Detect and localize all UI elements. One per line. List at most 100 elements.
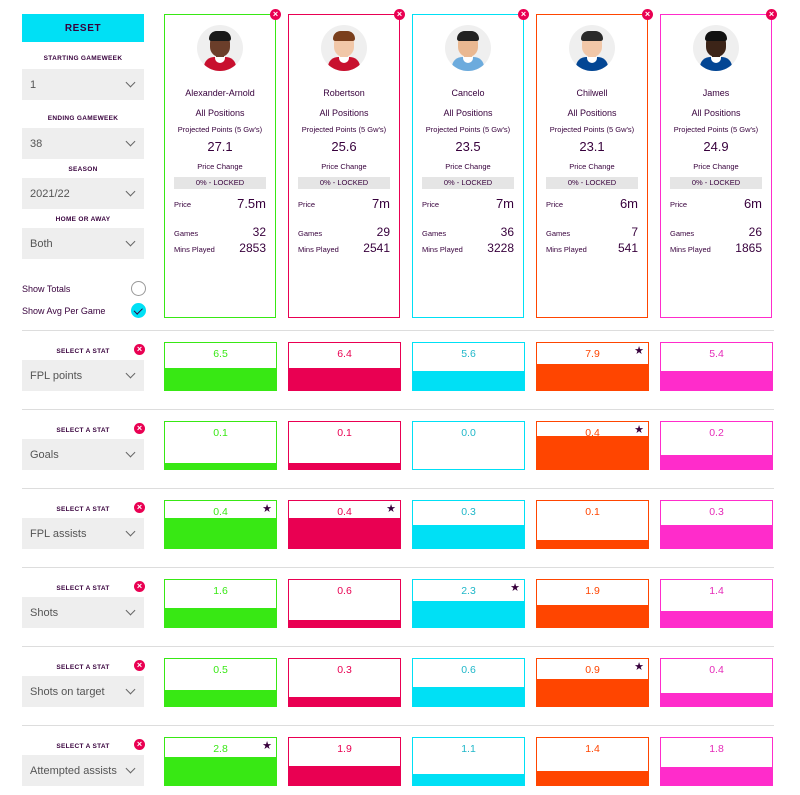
shirt-shape	[700, 57, 732, 71]
stat-value: 5.4	[709, 348, 724, 360]
ending-gameweek-select[interactable]: 38	[22, 128, 144, 159]
stat-value: 0.6	[461, 664, 476, 676]
stat-bar-fill	[537, 604, 648, 627]
remove-stat-icon[interactable]: ×	[134, 581, 145, 592]
price-change-status: 0% - LOCKED	[174, 177, 266, 189]
row-divider	[22, 330, 774, 331]
games-value: 26	[748, 225, 762, 239]
stat-select[interactable]: FPL assists	[22, 518, 144, 549]
stat-value-box: 6.5	[164, 342, 277, 391]
stat-value-box: 2.3 ★	[412, 579, 525, 628]
projected-points-label: Projected Points (5 Gw's)	[301, 125, 387, 134]
stat-value-box: 0.3	[660, 500, 773, 549]
player-card: × Chilwell All Positions Projected Point…	[536, 9, 653, 318]
price-change-label: Price Change	[321, 162, 367, 171]
games-value: 29	[376, 225, 390, 239]
starting-gameweek-select[interactable]: 1	[22, 69, 144, 100]
player-positions: All Positions	[691, 108, 741, 118]
stat-select[interactable]: Shots on target	[22, 676, 144, 707]
season-label: SEASON	[68, 166, 98, 173]
stat-select[interactable]: Goals	[22, 439, 144, 470]
stat-value: 0.0	[461, 427, 476, 439]
reset-button[interactable]: RESET	[22, 14, 144, 42]
stat-value: 6.4	[337, 348, 352, 360]
starting-gameweek-label: STARTING GAMEWEEK	[43, 55, 123, 62]
player-name: Alexander-Arnold	[185, 88, 255, 98]
stat-value-box: 0.3	[288, 658, 401, 707]
stat-value: 0.4	[709, 664, 724, 676]
shirt-shape	[328, 57, 360, 71]
remove-stat-icon[interactable]: ×	[134, 739, 145, 750]
stat-value-box: 0.1	[164, 421, 277, 470]
stat-bar-fill	[537, 436, 648, 469]
mins-value: 3228	[487, 241, 514, 255]
stat-select[interactable]: Shots	[22, 597, 144, 628]
player-avatar	[321, 25, 367, 71]
stat-select[interactable]: FPL points	[22, 360, 144, 391]
stat-value: 0.5	[213, 664, 228, 676]
stat-value-box: 0.3	[412, 500, 525, 549]
mins-label: Mins Played	[298, 245, 339, 254]
remove-player-icon[interactable]: ×	[270, 9, 281, 20]
price-change-status: 0% - LOCKED	[546, 177, 638, 189]
hair-shape	[209, 31, 231, 41]
remove-stat-icon[interactable]: ×	[134, 344, 145, 355]
collar-shape	[711, 57, 721, 63]
select-stat-label: SELECT A STAT	[56, 743, 110, 750]
best-star-icon: ★	[262, 503, 272, 515]
remove-player-icon[interactable]: ×	[518, 9, 529, 20]
starting-gameweek-value: 1	[30, 78, 37, 91]
projected-points-label: Projected Points (5 Gw's)	[425, 125, 511, 134]
ending-gameweek-value: 38	[30, 137, 43, 150]
games-label: Games	[298, 229, 323, 238]
player-card: × James All Positions Projected Points (…	[660, 9, 777, 318]
price-value: 6m	[619, 196, 638, 211]
stat-bar-fill	[661, 611, 772, 627]
stat-select-value: Attempted assists	[30, 764, 117, 777]
show-avg-toggle[interactable]: Show Avg Per Game	[22, 303, 146, 319]
stat-bar-fill	[661, 454, 772, 469]
stat-value-box: 0.4 ★	[288, 500, 401, 549]
projected-points-value: 24.9	[703, 139, 729, 154]
stat-bar-fill	[289, 517, 400, 548]
stat-bar-fill	[165, 690, 276, 706]
remove-stat-icon[interactable]: ×	[134, 502, 145, 513]
remove-stat-icon[interactable]: ×	[134, 660, 145, 671]
show-totals-radio[interactable]	[131, 281, 146, 296]
collar-shape	[587, 57, 597, 63]
stat-value-box: 5.4	[660, 342, 773, 391]
stat-bar-fill	[661, 525, 772, 548]
select-stat-label: SELECT A STAT	[56, 427, 110, 434]
projected-points-value: 27.1	[207, 139, 233, 154]
remove-player-icon[interactable]: ×	[642, 9, 653, 20]
remove-player-icon[interactable]: ×	[394, 9, 405, 20]
season-select[interactable]: 2021/22	[22, 178, 144, 209]
stat-select-value: Goals	[30, 448, 59, 461]
stat-value: 0.3	[461, 506, 476, 518]
hair-shape	[457, 31, 479, 41]
price-change-label: Price Change	[197, 162, 243, 171]
show-totals-toggle[interactable]: Show Totals	[22, 281, 146, 297]
mins-label: Mins Played	[546, 245, 587, 254]
chevron-down-icon	[125, 136, 136, 147]
select-stat-label: SELECT A STAT	[56, 348, 110, 355]
player-positions: All Positions	[195, 108, 245, 118]
stat-select[interactable]: Attempted assists	[22, 755, 144, 786]
collar-shape	[339, 57, 349, 63]
stat-value: 0.9	[585, 664, 600, 676]
hair-shape	[705, 31, 727, 41]
stat-value-box: 0.2	[660, 421, 773, 470]
best-star-icon: ★	[634, 345, 644, 357]
price-label: Price	[546, 200, 564, 209]
games-label: Games	[174, 229, 199, 238]
show-avg-radio[interactable]	[131, 303, 146, 318]
remove-player-icon[interactable]: ×	[766, 9, 777, 20]
stat-value-box: 1.4	[660, 579, 773, 628]
home-away-select[interactable]: Both	[22, 228, 144, 259]
stat-value: 0.2	[709, 427, 724, 439]
select-stat-label: SELECT A STAT	[56, 506, 110, 513]
select-stat-label: SELECT A STAT	[56, 585, 110, 592]
remove-stat-icon[interactable]: ×	[134, 423, 145, 434]
stat-bar-fill	[165, 368, 276, 390]
stat-bar-fill	[165, 608, 276, 627]
